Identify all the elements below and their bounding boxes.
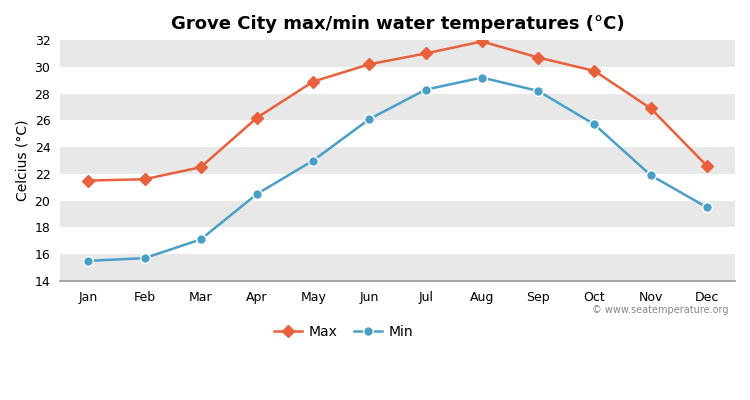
Bar bbox=[60, 201, 735, 227]
Line: Min: Min bbox=[83, 73, 712, 266]
Bar bbox=[60, 147, 735, 174]
Min bbox=[84, 258, 93, 263]
Min bbox=[590, 122, 599, 127]
Max bbox=[703, 164, 712, 168]
Max bbox=[309, 79, 318, 84]
Min bbox=[365, 117, 374, 122]
Max bbox=[590, 68, 599, 73]
Bar bbox=[60, 227, 735, 254]
Title: Grove City max/min water temperatures (°C): Grove City max/min water temperatures (°… bbox=[171, 15, 625, 33]
Bar bbox=[60, 254, 735, 281]
Min bbox=[309, 158, 318, 163]
Max bbox=[253, 115, 262, 120]
Text: © www.seatemperature.org: © www.seatemperature.org bbox=[592, 305, 728, 315]
Bar bbox=[60, 120, 735, 147]
Bar bbox=[60, 40, 735, 67]
Min bbox=[534, 88, 543, 93]
Min bbox=[253, 192, 262, 196]
Max bbox=[84, 178, 93, 183]
Max bbox=[140, 177, 149, 182]
Line: Max: Max bbox=[84, 37, 711, 185]
Bar bbox=[60, 67, 735, 94]
Y-axis label: Celcius (°C): Celcius (°C) bbox=[15, 120, 29, 201]
Max bbox=[422, 51, 430, 56]
Legend: Max, Min: Max, Min bbox=[268, 319, 419, 344]
Bar bbox=[60, 94, 735, 120]
Min bbox=[422, 87, 430, 92]
Max bbox=[646, 106, 656, 111]
Min bbox=[703, 205, 712, 210]
Min bbox=[196, 237, 206, 242]
Max bbox=[365, 62, 374, 66]
Max bbox=[478, 39, 487, 44]
Max bbox=[196, 165, 206, 170]
Min bbox=[478, 75, 487, 80]
Min bbox=[140, 256, 149, 260]
Bar bbox=[60, 174, 735, 201]
Min bbox=[646, 173, 656, 178]
Max bbox=[534, 55, 543, 60]
